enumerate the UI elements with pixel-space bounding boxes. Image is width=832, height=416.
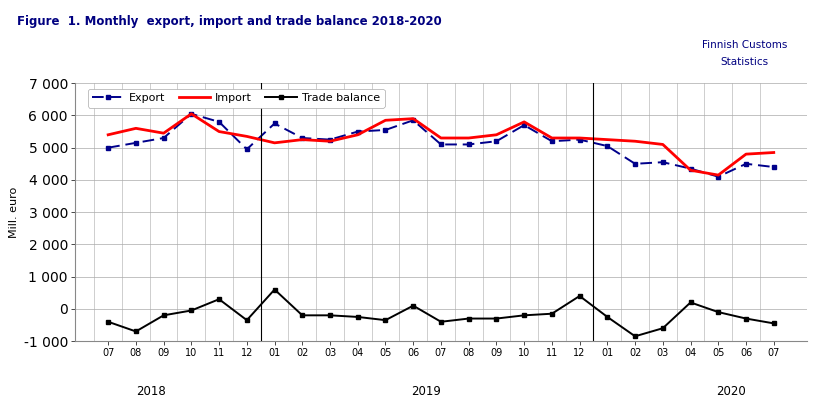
Import [492,132,502,137]
Text: Statistics: Statistics [721,57,769,67]
Line: Trade balance: Trade balance [106,287,776,339]
Text: 2019: 2019 [411,384,441,398]
Export [159,136,169,141]
Trade balance [436,319,446,324]
Import [380,118,390,123]
Export [436,142,446,147]
Trade balance [741,316,751,321]
Export [186,111,196,116]
Trade balance [131,329,141,334]
Export [769,164,779,169]
Import [713,173,723,178]
Trade balance [325,313,335,318]
Trade balance [575,294,585,299]
Text: Figure  1. Monthly  export, import and trade balance 2018-2020: Figure 1. Monthly export, import and tra… [17,15,442,27]
Export [630,161,640,166]
Trade balance [270,287,280,292]
Import [769,150,779,155]
Import [575,136,585,141]
Y-axis label: Mill. euro: Mill. euro [9,186,19,238]
Trade balance [186,308,196,313]
Export [575,137,585,142]
Trade balance [242,318,252,323]
Import [325,139,335,144]
Trade balance [519,313,529,318]
Trade balance [686,300,696,305]
Import [159,131,169,136]
Trade balance [409,303,418,308]
Export [131,140,141,145]
Trade balance [769,321,779,326]
Import [131,126,141,131]
Import [242,134,252,139]
Export [492,139,502,144]
Export [297,136,307,141]
Import [103,132,113,137]
Trade balance [658,326,668,331]
Line: Export: Export [106,111,776,179]
Trade balance [103,319,113,324]
Import [186,111,196,116]
Trade balance [547,311,557,316]
Export [103,145,113,150]
Export [602,144,612,149]
Trade balance [630,334,640,339]
Trade balance [297,313,307,318]
Import [297,137,307,142]
Export [686,166,696,171]
Import [686,168,696,173]
Export [658,160,668,165]
Import [463,136,473,141]
Trade balance [492,316,502,321]
Export [713,174,723,179]
Text: 2020: 2020 [716,384,745,398]
Import [519,119,529,124]
Import [602,137,612,142]
Export [325,137,335,142]
Trade balance [602,314,612,319]
Export [741,161,751,166]
Import [214,129,224,134]
Export [463,142,473,147]
Import [409,116,418,121]
Export [519,123,529,128]
Trade balance [463,316,473,321]
Import [353,132,363,137]
Export [353,129,363,134]
Export [242,147,252,152]
Import [436,136,446,141]
Export [214,119,224,124]
Trade balance [353,314,363,319]
Export [270,121,280,126]
Import [547,136,557,141]
Trade balance [380,318,390,323]
Import [741,151,751,156]
Trade balance [713,310,723,314]
Trade balance [214,297,224,302]
Trade balance [159,313,169,318]
Text: 2018: 2018 [136,384,166,398]
Import [270,140,280,145]
Import [630,139,640,144]
Import [658,142,668,147]
Text: Finnish Customs: Finnish Customs [702,40,787,50]
Export [547,139,557,144]
Line: Import: Import [108,114,774,175]
Export [380,127,390,132]
Legend: Export, Import, Trade balance: Export, Import, Trade balance [87,89,384,108]
Export [409,118,418,123]
